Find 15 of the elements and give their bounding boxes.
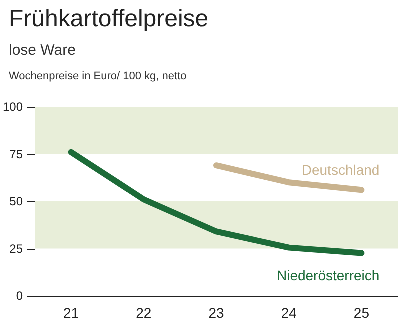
series-label: Deutschland — [302, 162, 380, 178]
y-axis-title: Wochenpreise in Euro/ 100 kg, netto — [9, 70, 187, 82]
x-tick-label: 24 — [281, 305, 298, 321]
y-tick-label: 25 — [10, 242, 24, 256]
series-label: Niederösterreich — [276, 267, 380, 284]
chart-subtitle: lose Ware — [9, 42, 76, 59]
y-tick-label: 0 — [16, 289, 24, 303]
x-tick-label: 21 — [64, 305, 80, 321]
y-tick-label: 50 — [10, 194, 24, 208]
x-tick-label: 23 — [208, 305, 225, 321]
y-tick-label: 75 — [10, 147, 24, 162]
x-tick-label: 22 — [136, 305, 152, 321]
y-tick-label: 100 — [2, 100, 24, 114]
chart-title: Frühkartoffelpreise — [9, 6, 209, 32]
x-tick-label: 25 — [354, 305, 370, 321]
